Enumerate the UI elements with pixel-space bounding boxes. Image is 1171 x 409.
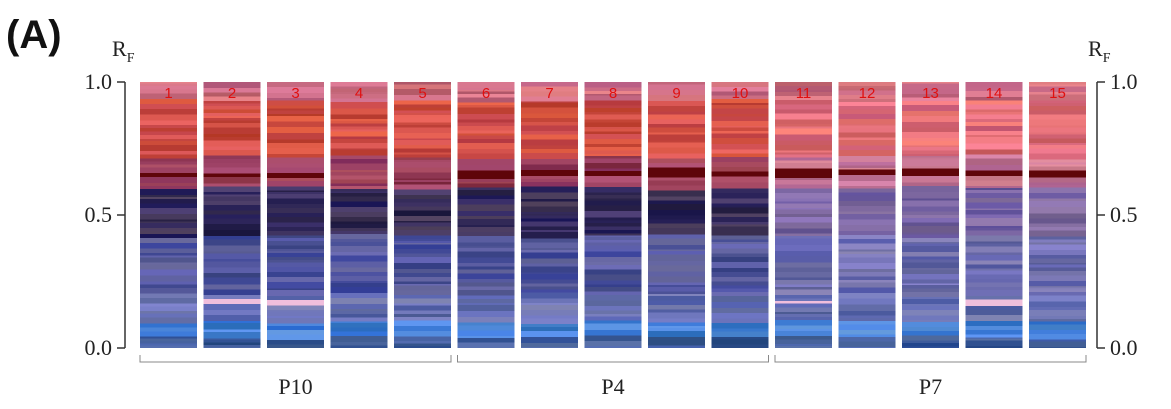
lane-number: 1 [164,85,172,102]
lane [457,82,515,348]
panel-label: (A) [6,13,62,57]
lane-number: 4 [355,85,363,102]
lane [330,82,388,348]
axis-title-main: R [112,36,127,61]
group-label: P4 [601,374,624,399]
group-bracket [457,355,769,363]
lane-number: 3 [291,85,299,102]
group-bracket [139,355,452,363]
lane-number: 13 [922,85,939,102]
lane [140,82,197,348]
lane [203,82,261,348]
lane-number: 12 [859,85,876,102]
lane-number: 9 [672,85,680,102]
lane-number: 8 [609,85,617,102]
lane [965,82,1023,348]
lane [394,82,451,348]
lane [775,82,832,348]
lane-number: 7 [545,85,553,102]
group-bracket [774,355,1087,363]
lane [267,82,324,348]
lane-number: 14 [986,85,1003,102]
right-axis-title: RF [1088,36,1111,66]
lane [521,82,578,348]
lane [838,82,896,348]
tick-label: 1.0 [85,69,113,94]
lane-number: 15 [1049,85,1066,102]
axis-title-sub: F [127,51,135,66]
axis-title-main: R [1088,36,1103,61]
lane-number: 2 [228,85,236,102]
group-label: P10 [278,374,312,399]
tick-label: 0.0 [85,335,113,360]
lane [711,82,769,348]
lane [648,82,705,348]
tick-label: 0.5 [85,202,113,227]
lane [902,82,959,348]
lane-number: 10 [732,85,749,102]
lane [1029,82,1086,348]
lane-number: 11 [796,85,812,102]
left-axis-title: RF [112,36,135,66]
axis-title-sub: F [1103,51,1111,66]
tick-label: 1.0 [1110,69,1138,94]
group-label: P7 [919,374,942,399]
tick-label: 0.0 [1110,335,1138,360]
tick-label: 0.5 [1110,202,1138,227]
lane-number: 6 [482,85,490,102]
lane-number: 5 [418,85,426,102]
lane [584,82,642,348]
